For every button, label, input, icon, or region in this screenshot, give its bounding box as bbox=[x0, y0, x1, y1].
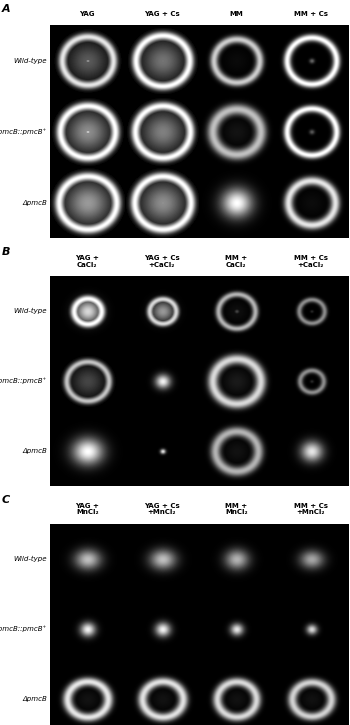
Text: Wild-type: Wild-type bbox=[14, 57, 47, 64]
Text: MM +
MnCl₂: MM + MnCl₂ bbox=[225, 502, 247, 515]
Text: MM + Cs
+MnCl₂: MM + Cs +MnCl₂ bbox=[294, 502, 328, 515]
Text: ΔpmcB: ΔpmcB bbox=[22, 696, 47, 702]
Text: ΔpmcB: ΔpmcB bbox=[22, 199, 47, 205]
Text: YAG + Cs
+MnCl₂: YAG + Cs +MnCl₂ bbox=[144, 502, 180, 515]
Text: YAG + Cs: YAG + Cs bbox=[144, 11, 180, 17]
Text: MM + Cs
+CaCl₂: MM + Cs +CaCl₂ bbox=[294, 254, 328, 268]
Text: Wild-type: Wild-type bbox=[14, 308, 47, 314]
Text: ΔpmcB::pmcB⁺: ΔpmcB::pmcB⁺ bbox=[0, 128, 47, 135]
Text: YAG + Cs
+CaCl₂: YAG + Cs +CaCl₂ bbox=[144, 254, 180, 268]
Text: MM + Cs: MM + Cs bbox=[294, 11, 328, 17]
Text: YAG +
CaCl₂: YAG + CaCl₂ bbox=[75, 254, 99, 268]
Text: ΔpmcB::pmcB⁺: ΔpmcB::pmcB⁺ bbox=[0, 626, 47, 632]
Text: MM: MM bbox=[229, 11, 243, 17]
Text: B: B bbox=[2, 247, 10, 257]
Text: ΔpmcB: ΔpmcB bbox=[22, 448, 47, 454]
Text: ΔpmcB::pmcB⁺: ΔpmcB::pmcB⁺ bbox=[0, 378, 47, 384]
Text: Wild-type: Wild-type bbox=[14, 556, 47, 562]
Text: MM +
CaCl₂: MM + CaCl₂ bbox=[225, 254, 247, 268]
Text: YAG +
MnCl₂: YAG + MnCl₂ bbox=[75, 502, 99, 515]
Text: C: C bbox=[2, 495, 10, 505]
Text: YAG: YAG bbox=[79, 11, 95, 17]
Text: A: A bbox=[2, 4, 10, 14]
